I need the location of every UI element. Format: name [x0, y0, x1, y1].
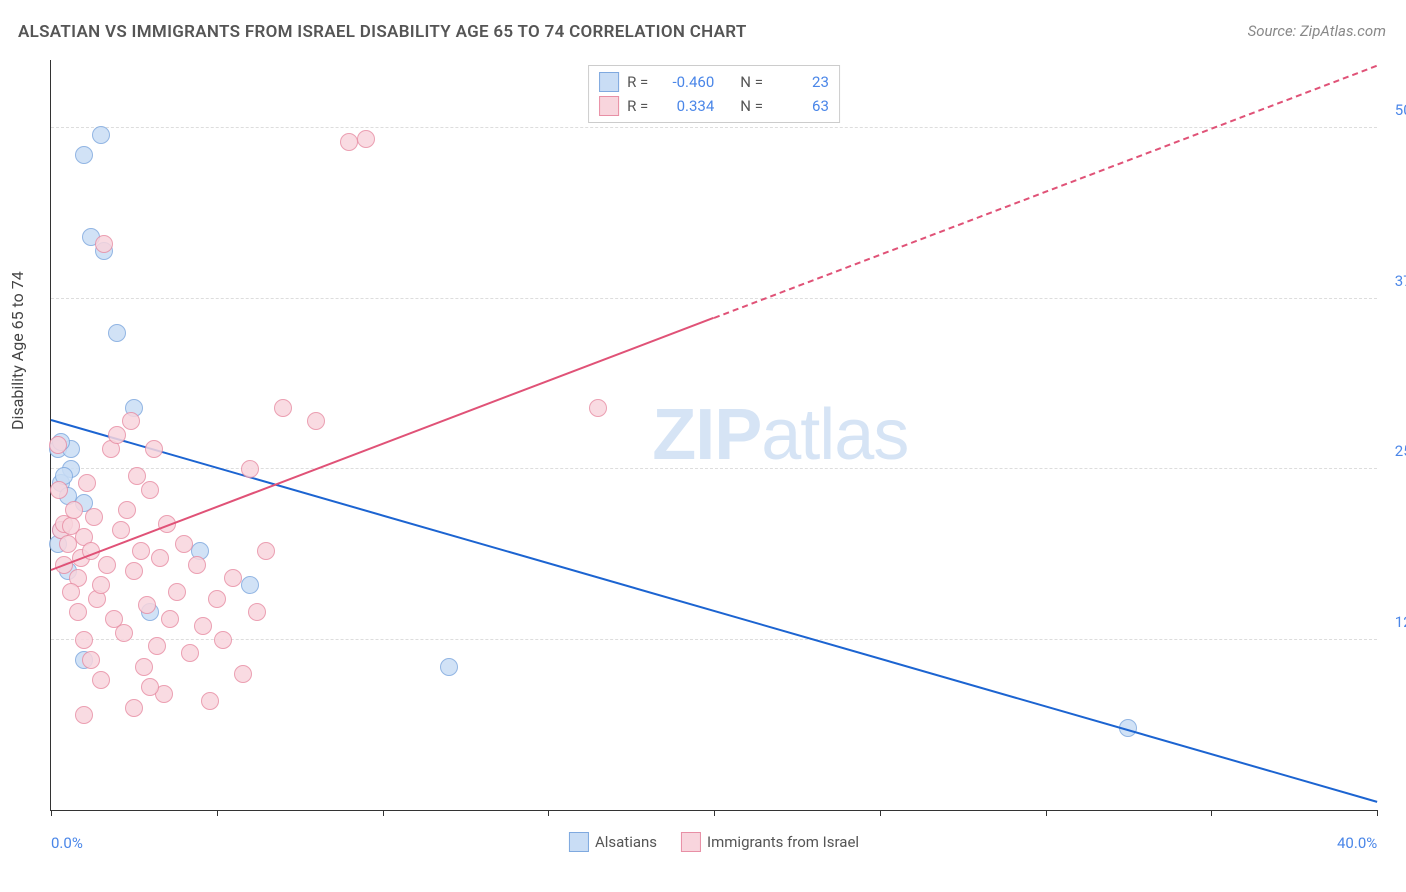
- x-tick-mark: [217, 810, 218, 816]
- x-tick-mark: [1377, 810, 1378, 816]
- r-label: R =: [627, 97, 648, 115]
- data-point: [78, 474, 96, 492]
- data-point: [122, 412, 140, 430]
- data-point: [118, 501, 136, 519]
- data-point: [168, 583, 186, 601]
- data-point: [175, 535, 193, 553]
- data-point: [112, 521, 130, 539]
- chart-container: ALSATIAN VS IMMIGRANTS FROM ISRAEL DISAB…: [0, 0, 1406, 892]
- data-point: [125, 699, 143, 717]
- x-tick-mark: [1211, 810, 1212, 816]
- data-point: [49, 436, 67, 454]
- data-point: [357, 130, 375, 148]
- n-value-alsatians: 23: [771, 73, 829, 91]
- y-tick-label: 25.0%: [1385, 442, 1406, 460]
- y-tick-label: 37.5%: [1385, 272, 1406, 290]
- y-tick-label: 50.0%: [1385, 101, 1406, 119]
- x-tick-mark: [383, 810, 384, 816]
- n-label: N =: [740, 73, 763, 91]
- data-point: [188, 556, 206, 574]
- data-point: [75, 146, 93, 164]
- swatch-alsatians: [569, 832, 589, 852]
- data-point: [208, 590, 226, 608]
- legend-item-israel: Immigrants from Israel: [681, 832, 859, 852]
- data-point: [145, 440, 163, 458]
- swatch-israel: [681, 832, 701, 852]
- legend-label-alsatians: Alsatians: [595, 833, 657, 851]
- data-point: [69, 603, 87, 621]
- data-point: [224, 569, 242, 587]
- legend-item-alsatians: Alsatians: [569, 832, 657, 852]
- data-point: [132, 542, 150, 560]
- data-point: [141, 678, 159, 696]
- data-point: [257, 542, 275, 560]
- data-point: [141, 481, 159, 499]
- data-point: [340, 133, 358, 151]
- r-label: R =: [627, 73, 648, 91]
- legend-row-israel: R = 0.334 N = 63: [599, 94, 829, 118]
- data-point: [148, 637, 166, 655]
- data-point: [62, 583, 80, 601]
- data-point: [50, 481, 68, 499]
- data-point: [85, 508, 103, 526]
- n-label: N =: [740, 97, 763, 115]
- x-tick-mark: [880, 810, 881, 816]
- data-point: [241, 460, 259, 478]
- data-point: [241, 576, 259, 594]
- y-axis-label: Disability Age 65 to 74: [8, 271, 27, 430]
- data-point: [92, 576, 110, 594]
- data-point: [115, 624, 133, 642]
- x-tick-mark: [548, 810, 549, 816]
- data-point: [151, 549, 169, 567]
- watermark-atlas: atlas: [761, 395, 908, 475]
- swatch-alsatians: [599, 72, 619, 92]
- data-point: [440, 658, 458, 676]
- data-point: [92, 671, 110, 689]
- gridline-h: [51, 127, 1377, 128]
- data-point: [234, 665, 252, 683]
- data-point: [135, 658, 153, 676]
- y-tick-label: 12.5%: [1385, 613, 1406, 631]
- x-tick-mark: [1046, 810, 1047, 816]
- data-point: [161, 610, 179, 628]
- data-point: [82, 651, 100, 669]
- data-point: [181, 644, 199, 662]
- data-point: [589, 399, 607, 417]
- x-tick-label: 40.0%: [1337, 834, 1377, 852]
- gridline-h: [51, 298, 1377, 299]
- data-point: [65, 501, 83, 519]
- data-point: [108, 324, 126, 342]
- data-point: [194, 617, 212, 635]
- x-tick-mark: [51, 810, 52, 816]
- source-attribution: Source: ZipAtlas.com: [1248, 22, 1386, 40]
- data-point: [248, 603, 266, 621]
- legend-row-alsatians: R = -0.460 N = 23: [599, 70, 829, 94]
- r-value-alsatians: -0.460: [656, 73, 714, 91]
- data-point: [274, 399, 292, 417]
- swatch-israel: [599, 96, 619, 116]
- n-value-israel: 63: [771, 97, 829, 115]
- data-point: [201, 692, 219, 710]
- gridline-h: [51, 639, 1377, 640]
- legend-label-israel: Immigrants from Israel: [707, 833, 859, 851]
- data-point: [125, 562, 143, 580]
- data-point: [108, 426, 126, 444]
- data-point: [92, 126, 110, 144]
- chart-title: ALSATIAN VS IMMIGRANTS FROM ISRAEL DISAB…: [18, 22, 747, 42]
- x-tick-label: 0.0%: [51, 834, 83, 852]
- data-point: [75, 706, 93, 724]
- data-point: [214, 631, 232, 649]
- data-point: [95, 235, 113, 253]
- data-point: [138, 596, 156, 614]
- correlation-legend: R = -0.460 N = 23 R = 0.334 N = 63: [588, 65, 840, 123]
- data-point: [75, 631, 93, 649]
- watermark-zip: ZIP: [652, 395, 761, 475]
- x-tick-mark: [714, 810, 715, 816]
- data-point: [307, 412, 325, 430]
- watermark: ZIPatlas: [652, 394, 908, 476]
- data-point: [98, 556, 116, 574]
- series-legend: Alsatians Immigrants from Israel: [569, 832, 859, 852]
- plot-area: ZIPatlas R = -0.460 N = 23 R = 0.334 N =…: [50, 60, 1377, 811]
- r-value-israel: 0.334: [656, 97, 714, 115]
